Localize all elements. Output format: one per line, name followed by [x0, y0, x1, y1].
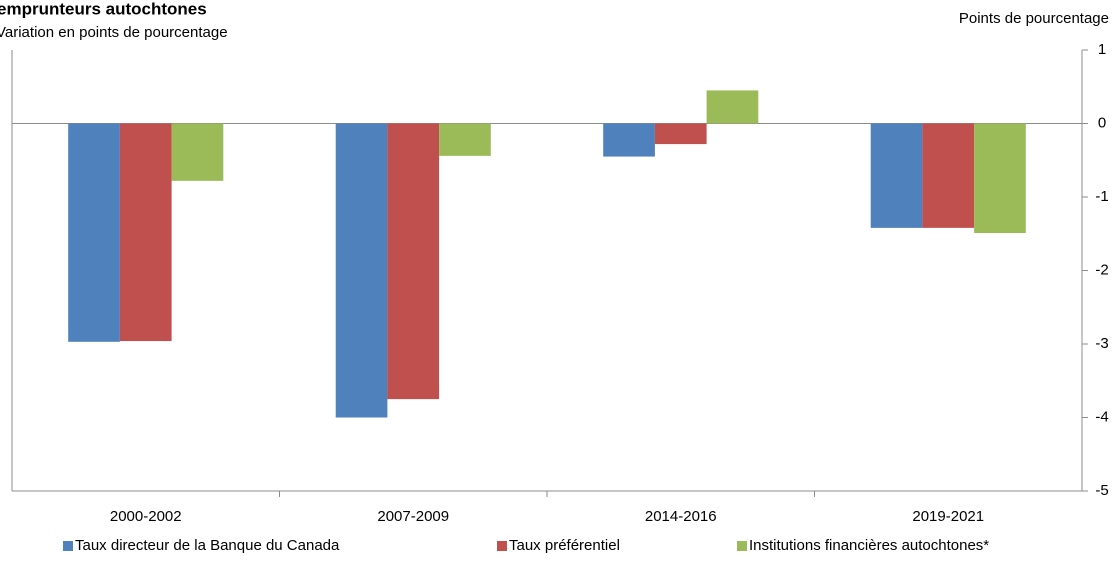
bar — [119, 123, 172, 342]
y-axis-label: Points de pourcentage — [959, 10, 1109, 27]
x-tick-label: 2000-2002 — [110, 508, 182, 525]
legend-label: Taux directeur de la Banque du Canada — [75, 537, 340, 554]
bar — [922, 123, 975, 228]
y-tick-label: -3 — [1095, 335, 1108, 352]
legend-swatch — [737, 541, 747, 551]
y-tick-label: -1 — [1095, 188, 1108, 205]
bar — [706, 90, 759, 124]
x-tick-label: 2007-2009 — [377, 508, 449, 525]
bar — [439, 123, 491, 156]
x-tick-label: 2014-2016 — [645, 508, 717, 525]
bar — [68, 123, 120, 342]
legend-label: Taux préférentiel — [509, 537, 620, 554]
legend-label: Institutions financières autochtones* — [749, 537, 989, 554]
y-tick-label: 1 — [1098, 41, 1106, 58]
bar — [387, 123, 440, 400]
y-tick-label: -2 — [1095, 261, 1108, 278]
bar — [870, 123, 923, 228]
chart-subtitle: Variation en points de pourcentage — [0, 24, 228, 41]
legend-swatch — [497, 541, 507, 551]
bar — [974, 123, 1026, 234]
bar — [335, 123, 388, 418]
y-tick-label: 0 — [1098, 114, 1106, 131]
y-tick-label: -5 — [1095, 482, 1108, 499]
legend-swatch — [63, 541, 73, 551]
bar — [603, 123, 655, 157]
bar — [654, 123, 707, 145]
bar — [171, 123, 224, 181]
y-tick-label: -4 — [1095, 408, 1108, 425]
x-tick-label: 2019-2021 — [912, 508, 984, 525]
chart-title: emprunteurs autochtones — [0, 0, 207, 18]
